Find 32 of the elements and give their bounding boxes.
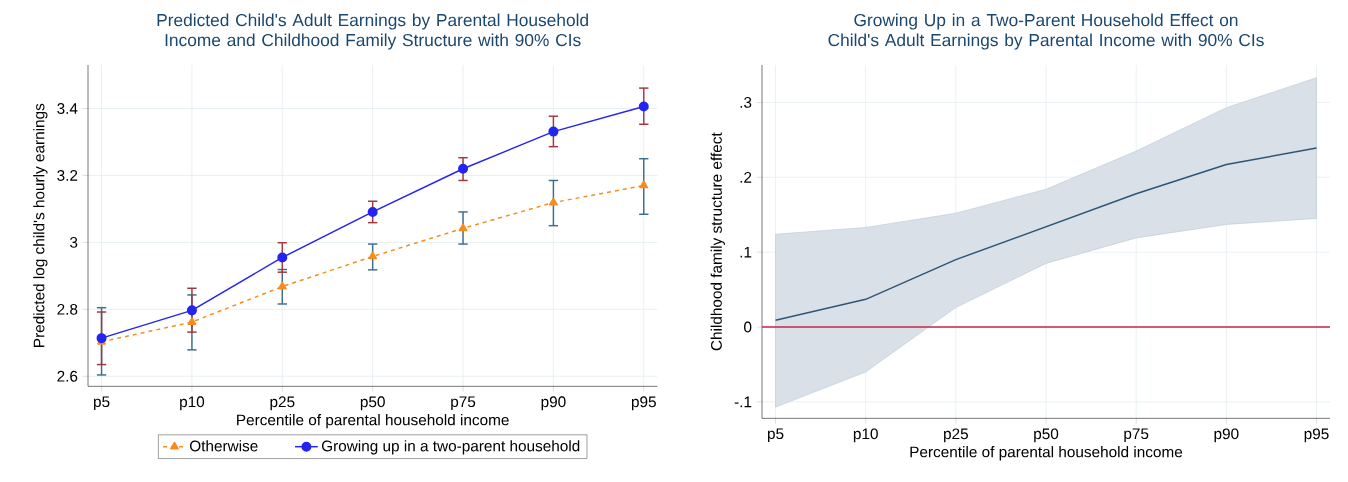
legend-label: Growing up in a two-parent household — [321, 440, 580, 455]
y-tick-label: .1 — [740, 246, 752, 258]
y-tick-label: 2.6 — [57, 370, 78, 382]
y-tick-label: 0 — [744, 321, 752, 333]
x-tick-label: p5 — [767, 428, 784, 443]
y-tick-label: 2.8 — [57, 303, 78, 315]
x-tick-label: p75 — [451, 396, 476, 411]
x-tick-label: p90 — [1214, 428, 1239, 443]
x-tick-label: p5 — [94, 396, 110, 411]
x-tick-label: p25 — [944, 428, 968, 443]
x-tick-label: p25 — [270, 396, 295, 411]
x-tick-label: p95 — [631, 396, 656, 411]
x-tick-label: p10 — [853, 428, 878, 443]
x-axis-title: Percentile of parental household income — [237, 414, 509, 429]
y-tick-label: -.1 — [734, 396, 752, 408]
y-axis-title: Predicted log child's hourly earnings — [33, 103, 48, 347]
x-tick-label: p90 — [541, 396, 566, 411]
y-tick-label: 3.4 — [57, 103, 78, 114]
chart-title: Growing Up in a Two-Parent Household Effect on Child's Adult Earnings by Parental Income with 90% CIs — [828, 13, 1264, 50]
x-tick-label: p50 — [1034, 428, 1059, 443]
y-tick-label: 3 — [70, 236, 78, 248]
y-tick-label: .2 — [740, 171, 752, 183]
y-axis-title: Childhood family structure effect — [710, 132, 725, 351]
y-tick-label: 3.2 — [57, 170, 78, 181]
chart-title: Predicted Child's Adult Earnings by Parental Household Income and Childhood Family Structure with 90% CIs — [157, 13, 588, 50]
x-tick-label: p10 — [180, 396, 205, 411]
x-tick-label: p95 — [1304, 428, 1329, 443]
x-tick-label: p75 — [1124, 428, 1149, 443]
legend-label: Otherwise — [189, 440, 258, 452]
x-axis-title: Percentile of parental household income — [910, 446, 1183, 461]
y-tick-label: .3 — [740, 97, 752, 108]
x-tick-label: p50 — [360, 396, 385, 411]
